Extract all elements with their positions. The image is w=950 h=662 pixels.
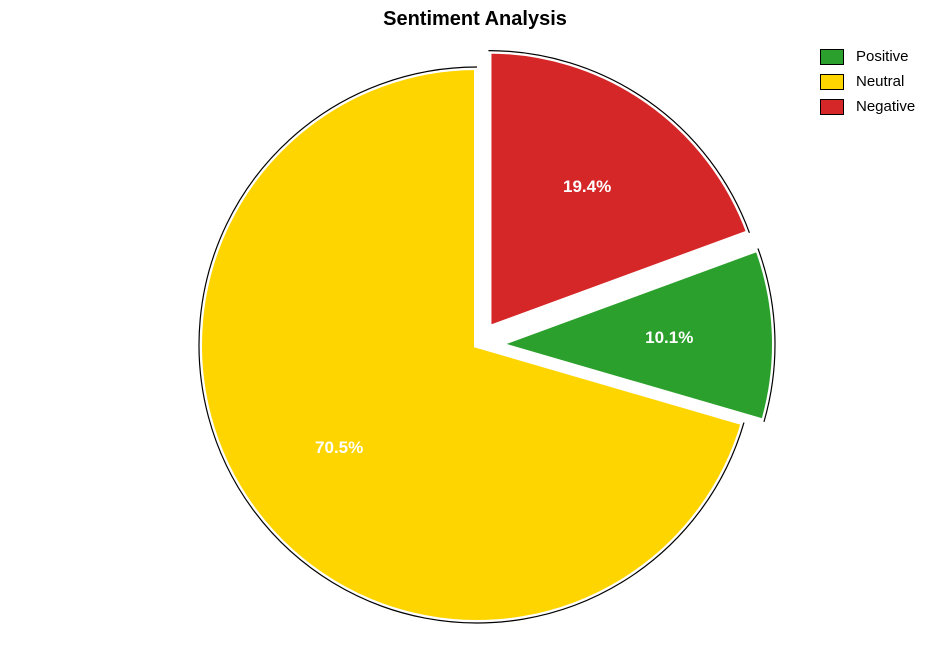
pie-slice-label-negative: 19.4% [563, 177, 611, 197]
pie-slice-label-positive: 10.1% [645, 328, 693, 348]
legend-swatch-positive [820, 49, 844, 65]
pie-svg [0, 0, 950, 662]
pie-slice-label-neutral: 70.5% [315, 438, 363, 458]
sentiment-pie-chart: Sentiment Analysis Positive Neutral Nega… [0, 0, 950, 662]
legend-label-neutral: Neutral [856, 73, 904, 90]
legend-swatch-neutral [820, 74, 844, 90]
legend-item-negative: Negative [820, 98, 915, 115]
legend-item-positive: Positive [820, 48, 915, 65]
legend-swatch-negative [820, 99, 844, 115]
legend-label-positive: Positive [856, 48, 909, 65]
legend: Positive Neutral Negative [820, 48, 915, 123]
legend-label-negative: Negative [856, 98, 915, 115]
legend-item-neutral: Neutral [820, 73, 915, 90]
